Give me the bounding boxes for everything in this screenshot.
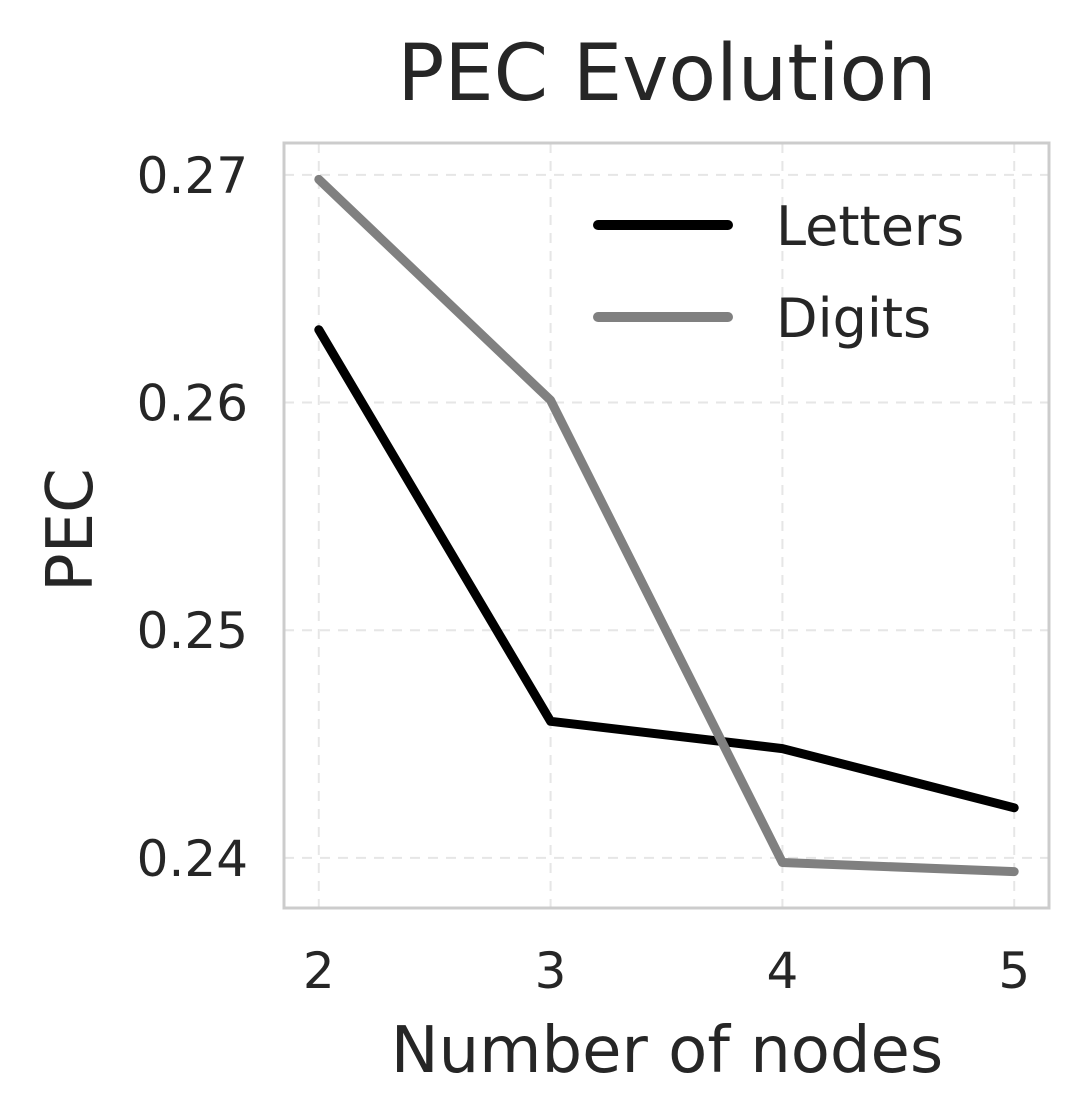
grid <box>284 143 1049 908</box>
legend-label-letters: Letters <box>776 195 964 258</box>
x-axis-ticks: 2 3 4 5 <box>303 942 1030 1000</box>
series-line-digits <box>314 174 1019 877</box>
y-axis-label: PEC <box>34 468 108 592</box>
y-axis-ticks: 0.24 0.25 0.26 0.27 <box>137 147 248 888</box>
plot-frame <box>282 141 1051 910</box>
x-tick-label: 4 <box>767 942 799 1000</box>
y-tick-label: 0.24 <box>137 830 248 888</box>
legend-label-digits: Digits <box>776 287 931 350</box>
chart-title: PEC Evolution <box>397 29 936 119</box>
y-tick-label: 0.27 <box>137 147 248 205</box>
x-axis-label: Number of nodes <box>391 1014 944 1088</box>
x-tick-label: 5 <box>998 942 1030 1000</box>
x-tick-label: 3 <box>535 942 567 1000</box>
series-line-letters <box>314 325 1019 813</box>
y-tick-label: 0.25 <box>137 602 248 660</box>
legend: Letters Digits <box>593 195 964 350</box>
y-tick-label: 0.26 <box>137 375 248 433</box>
x-tick-label: 2 <box>303 942 335 1000</box>
plot-lines <box>314 174 1019 877</box>
